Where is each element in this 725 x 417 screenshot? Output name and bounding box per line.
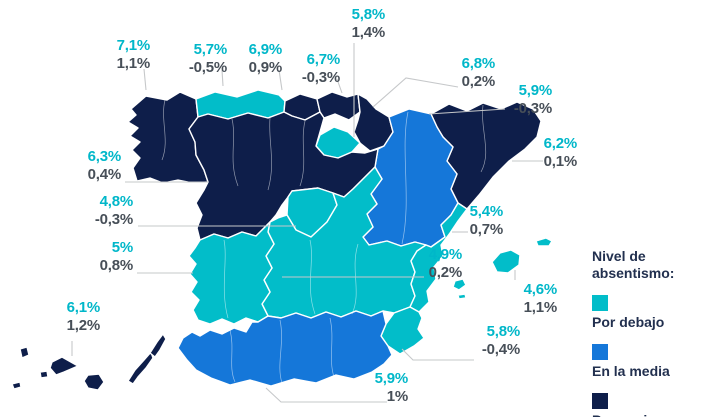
absenteeism-delta: -0,4% xyxy=(481,341,520,358)
absenteeism-delta: -0,3% xyxy=(94,211,133,228)
callout-lines xyxy=(71,43,543,403)
legend-label: En la media xyxy=(592,363,670,379)
absenteeism-value: 4,8% xyxy=(99,193,134,210)
absenteeism-value: 5,8% xyxy=(486,323,521,340)
province-borders xyxy=(161,99,487,384)
absenteeism-delta: -0,5% xyxy=(188,59,227,76)
absenteeism-value: 7,1% xyxy=(116,37,151,54)
callout-line-pais-vasco xyxy=(336,78,343,94)
callout-line-cantabria xyxy=(278,69,283,91)
island-lanzarote xyxy=(149,333,167,358)
callout-line-galicia xyxy=(143,68,147,91)
absenteeism-value: 5,9% xyxy=(518,82,553,99)
absenteeism-value: 6,2% xyxy=(543,135,578,152)
absenteeism-delta: 0,4% xyxy=(87,166,122,183)
legend: Nivel de absentismo: Por debajo En la me… xyxy=(592,248,724,417)
island-fuerteventura xyxy=(127,351,154,385)
region-label-canarias: 6,1% 1,2% xyxy=(66,299,101,335)
absenteeism-delta: 0,8% xyxy=(99,257,134,274)
absenteeism-delta: 1,1% xyxy=(116,55,151,72)
region-label-valencia: 5,4% 0,7% xyxy=(469,203,504,239)
island-formentera xyxy=(457,293,467,300)
legend-swatch-por-debajo xyxy=(592,295,608,311)
region-label-asturias: 5,7% -0,5% xyxy=(189,41,227,77)
region-label-pais-vasco: 6,7% -0,3% xyxy=(302,51,340,87)
legend-item-por-encima: Por encima xyxy=(592,393,724,417)
callout-line-andalucia xyxy=(265,387,387,403)
region-label-aragon: 5,9% -0,3% xyxy=(514,82,552,118)
region-label-castilla-la-mancha: 4,9% 0,2% xyxy=(428,246,463,282)
island-la-palma xyxy=(19,346,30,359)
absenteeism-delta: -0,3% xyxy=(301,69,340,86)
absenteeism-delta: 0,9% xyxy=(248,59,283,76)
island-gran-canaria xyxy=(83,373,105,391)
absenteeism-delta: 0,7% xyxy=(469,221,504,238)
absenteeism-value: 5,7% xyxy=(193,41,228,58)
legend-swatch-en-la-media xyxy=(592,344,608,360)
callout-line-asturias xyxy=(221,69,224,87)
absenteeism-value: 4,9% xyxy=(428,246,463,263)
region-canarias xyxy=(11,333,167,391)
region-label-cantabria: 6,9% 0,9% xyxy=(248,41,283,77)
region-label-madrid: 4,8% -0,3% xyxy=(95,193,133,229)
legend-swatch-por-encima xyxy=(592,393,608,409)
absenteeism-value: 4,6% xyxy=(523,281,558,298)
absenteeism-delta: 0,2% xyxy=(428,264,463,281)
absenteeism-value: 5,4% xyxy=(469,203,504,220)
region-navarra xyxy=(353,93,394,152)
absenteeism-delta: 0,1% xyxy=(543,153,578,170)
absenteeism-delta: 1,2% xyxy=(66,317,101,334)
legend-label: Por debajo xyxy=(592,314,665,330)
absenteeism-delta: 1,4% xyxy=(351,24,386,41)
island-ibiza xyxy=(452,278,467,291)
region-label-la-rioja: 5,8% 1,4% xyxy=(351,6,386,42)
region-label-andalucia: 5,9% 1% xyxy=(374,370,409,406)
region-baleares xyxy=(452,237,553,300)
absenteeism-value: 6,8% xyxy=(461,55,496,72)
callout-line-murcia xyxy=(401,348,474,361)
legend-item-por-debajo: Por debajo xyxy=(592,295,724,331)
region-label-galicia: 7,1% 1,1% xyxy=(116,37,151,73)
absenteeism-value: 6,7% xyxy=(306,51,341,68)
absenteeism-value: 5,9% xyxy=(374,370,409,387)
callout-line-aragon xyxy=(428,108,506,115)
island-menorca xyxy=(535,237,553,247)
region-label-cataluna: 6,2% 0,1% xyxy=(543,135,578,171)
island-el-hierro xyxy=(11,381,22,390)
region-label-castilla-y-leon: 6,3% 0,4% xyxy=(87,148,122,184)
callout-line-navarra xyxy=(372,77,459,108)
island-la-gomera xyxy=(39,370,49,379)
region-label-murcia: 5,8% -0,4% xyxy=(482,323,520,359)
absenteeism-value: 5,8% xyxy=(351,6,386,23)
legend-label: Por encima xyxy=(592,412,724,417)
absenteeism-value: 6,1% xyxy=(66,299,101,316)
region-label-baleares: 4,6% 1,1% xyxy=(523,281,558,317)
island-tenerife xyxy=(49,356,79,376)
absenteeism-value: 6,9% xyxy=(248,41,283,58)
legend-title: Nivel de absentismo: xyxy=(592,248,675,281)
legend-item-en-la-media: En la media xyxy=(592,344,724,380)
absenteeism-value: 6,3% xyxy=(87,148,122,165)
island-mallorca xyxy=(491,249,521,274)
absenteeism-delta: 0,2% xyxy=(461,73,496,90)
absenteeism-delta: 1,1% xyxy=(523,299,558,316)
region-label-navarra: 6,8% 0,2% xyxy=(461,55,496,91)
absenteeism-value: 5% xyxy=(111,239,133,256)
absenteeism-delta: 1% xyxy=(386,388,408,405)
region-label-extremadura: 5% 0,8% xyxy=(99,239,134,275)
absenteeism-delta: -0,3% xyxy=(513,100,552,117)
